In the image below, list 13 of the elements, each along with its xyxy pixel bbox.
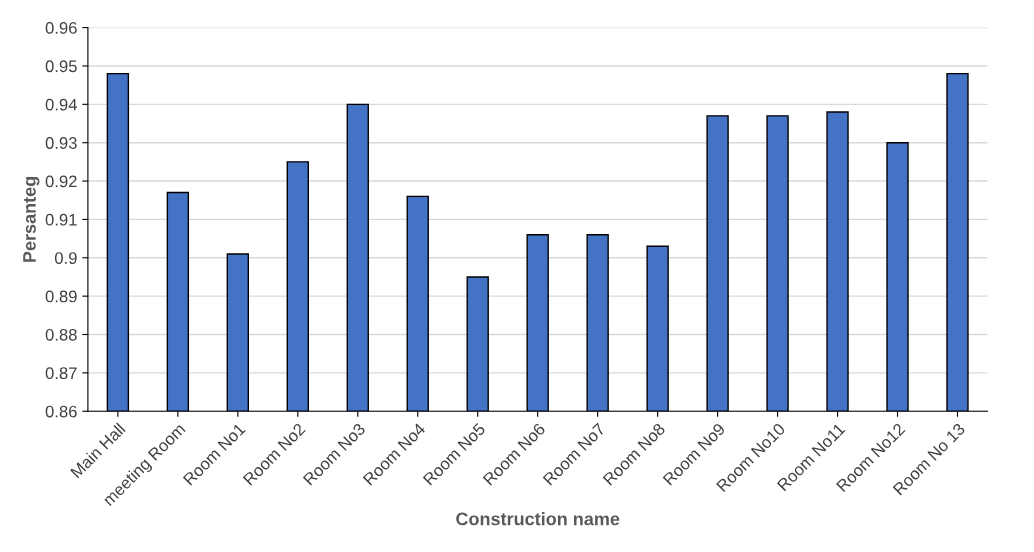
y-tick-label: 0.94 — [45, 98, 77, 111]
y-tick-label: 0.93 — [45, 137, 77, 149]
y-tick-label: 0.9 — [54, 252, 77, 264]
x-axis-title: Construction name — [456, 512, 620, 526]
y-tick-label: 0.87 — [45, 367, 77, 380]
y-axis-title: Persanteg — [23, 176, 40, 262]
y-tick-label: 0.92 — [45, 175, 77, 188]
y-tick-label: 0.91 — [45, 213, 77, 226]
y-tick-label: 0.86 — [45, 405, 77, 418]
y-tick-label: 0.96 — [45, 22, 77, 34]
y-tick-label: 0.88 — [45, 328, 77, 341]
y-tick-label: 0.95 — [45, 60, 77, 73]
y-tick-label: 0.89 — [45, 290, 77, 303]
